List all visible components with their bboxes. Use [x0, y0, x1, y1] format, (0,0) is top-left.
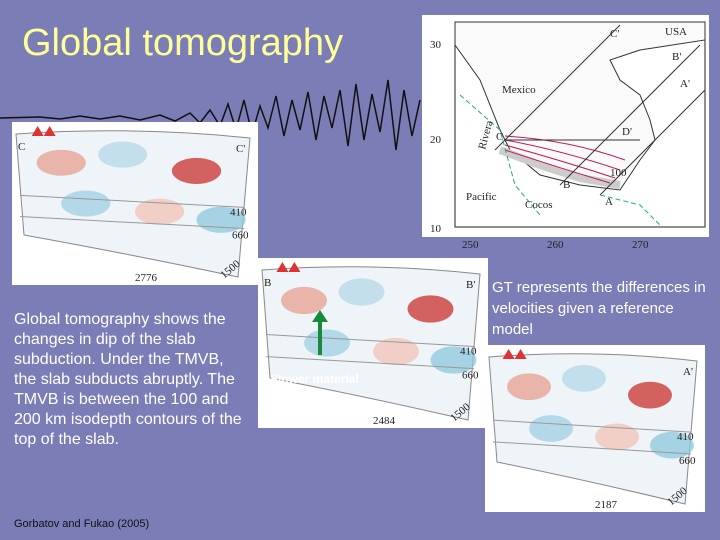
anomaly [529, 415, 573, 442]
depth-line [265, 356, 475, 370]
anomaly [373, 337, 419, 366]
width-label: 2484 [373, 415, 396, 427]
anomaly [338, 278, 385, 306]
anomaly [407, 295, 454, 323]
anomaly [171, 157, 222, 184]
profile-label: B [563, 179, 570, 191]
arrow-head [312, 310, 328, 322]
anomaly [595, 423, 639, 451]
depth-label: 410 [230, 206, 247, 218]
depth-label: 660 [232, 230, 249, 242]
topography [502, 349, 527, 359]
lon-label: 260 [547, 239, 564, 251]
profiles [494, 24, 706, 196]
topography [31, 126, 56, 136]
anomaly [628, 381, 672, 409]
profile-label: 100 [610, 167, 627, 179]
lon-label: 270 [632, 239, 649, 251]
lon-label: 250 [462, 239, 479, 251]
anomaly [304, 329, 350, 357]
anomaly [135, 198, 185, 225]
place: Mexico [502, 84, 536, 96]
citation: Gorbatov and Fukao (2005) [14, 518, 150, 530]
lat-label: 10 [430, 223, 442, 235]
place: Pacific [466, 191, 497, 203]
depth-label: 660 [679, 455, 696, 467]
note: GT represents the differences in velocit… [492, 279, 706, 338]
width-label: 2776 [135, 272, 158, 284]
depth-line [19, 216, 245, 230]
plate-boundary [459, 94, 661, 226]
end-label: C [18, 141, 25, 153]
anomaly [562, 365, 606, 392]
place: Cocos [525, 199, 553, 211]
topography [276, 262, 301, 272]
lat-label: 30 [430, 39, 442, 51]
seismogram [0, 79, 421, 151]
anomaly [507, 373, 551, 401]
depth-label: 410 [460, 346, 477, 358]
anomaly [61, 190, 111, 217]
arrow-label: Slower material than the surrounding. [270, 372, 359, 414]
anomaly [281, 286, 327, 315]
width-label: 2187 [595, 499, 618, 511]
end-label: B [264, 277, 271, 289]
lat-label: 20 [430, 134, 442, 146]
contours [504, 135, 626, 184]
depth-line [492, 441, 692, 455]
profile-label: A' [680, 78, 690, 90]
profile-label: A [605, 196, 613, 208]
trench [498, 146, 621, 189]
depth-line [492, 419, 692, 433]
anomaly [98, 141, 148, 168]
depth-line [265, 334, 475, 347]
body-text: Global tomography shows the changes in d… [14, 311, 242, 448]
depth-line [19, 194, 245, 208]
end-label: A' [683, 366, 693, 378]
end-label: C' [236, 143, 245, 155]
end-label: B' [466, 279, 475, 291]
profile-label: C [496, 131, 503, 143]
depth-label: 410 [677, 431, 694, 443]
anomaly [36, 149, 86, 176]
depth-label: 660 [462, 370, 479, 382]
place: USA [665, 26, 687, 38]
profile-label: D' [622, 126, 632, 138]
profile-label: C' [610, 28, 619, 40]
title: Global tomography [22, 22, 344, 64]
profile-label: B' [672, 51, 681, 63]
